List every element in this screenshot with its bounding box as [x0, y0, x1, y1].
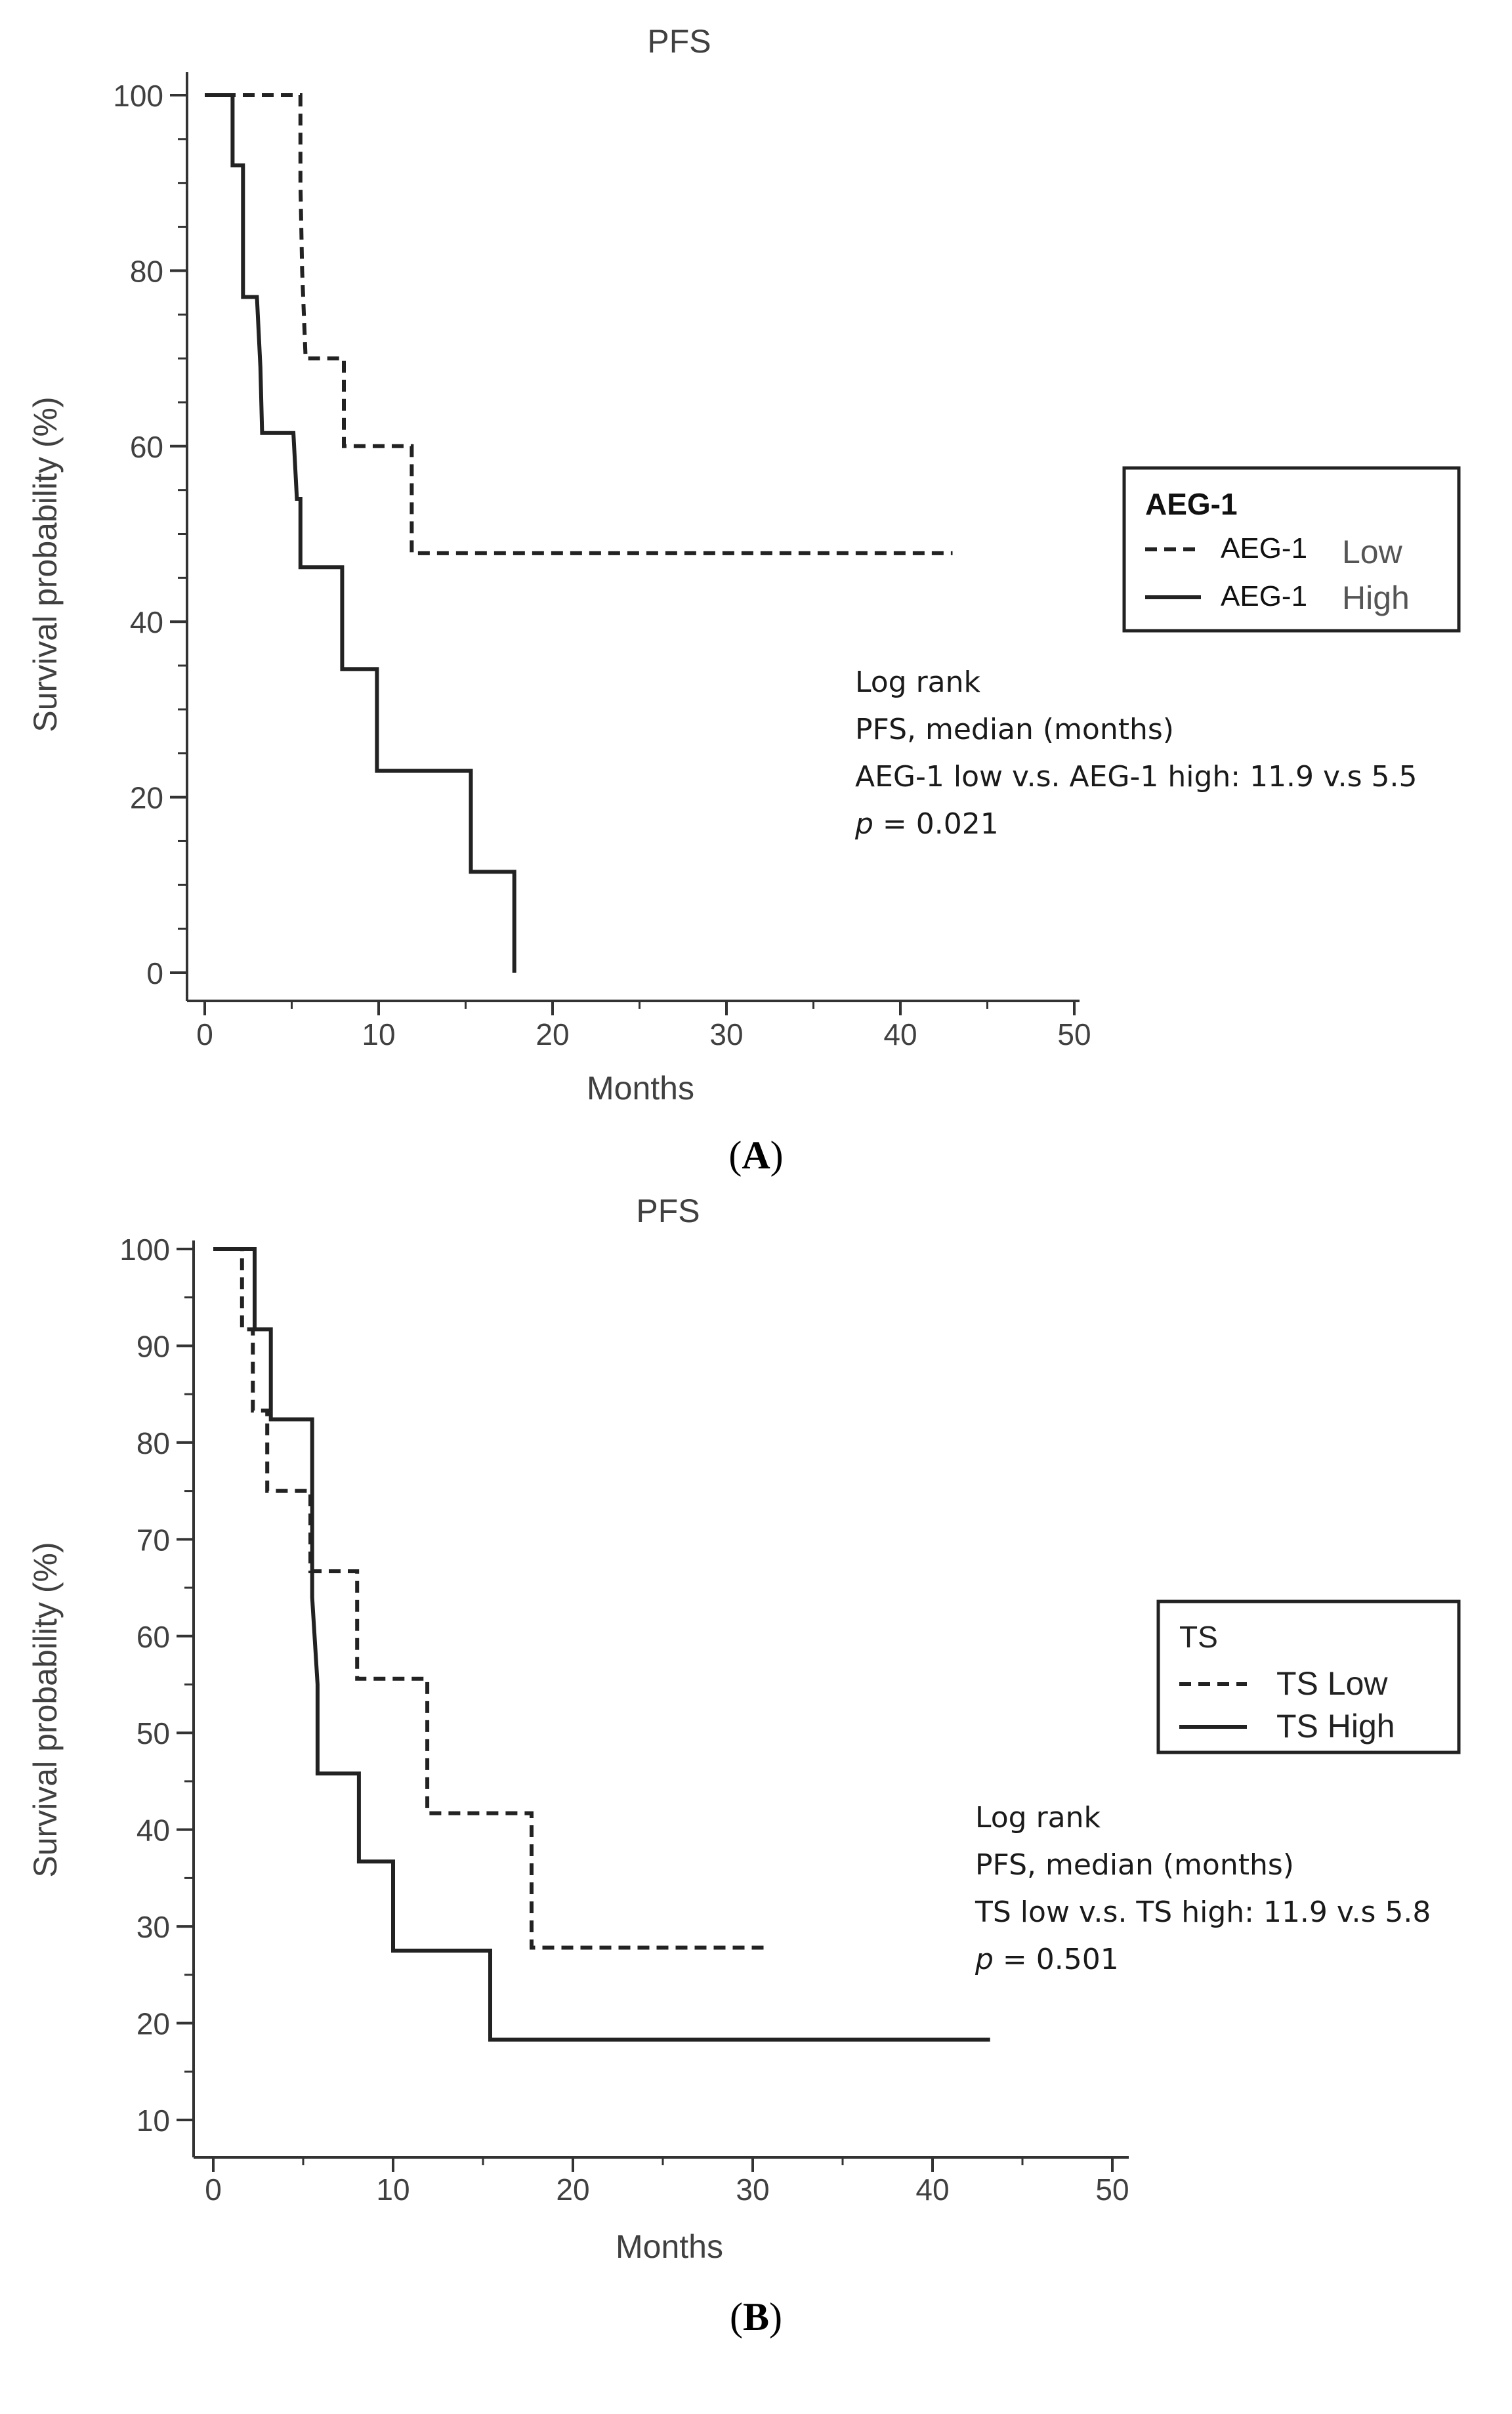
panel-a-x-axis-label: Months: [587, 1070, 694, 1107]
x-tick-label: 30: [709, 1017, 743, 1051]
panel-a-series: [205, 93, 953, 973]
y-tick-label: 100: [119, 1233, 170, 1267]
x-tick-label: 30: [736, 2172, 769, 2207]
y-tick-label: 10: [136, 2104, 170, 2138]
panel-a-p-value: = 0.021: [873, 807, 999, 841]
panel-b-y-axis-label: Survival probability (%): [27, 1542, 64, 1877]
panel-a-caption-letter: A: [742, 1133, 770, 1177]
series-aeg-1-low-line: [205, 93, 953, 555]
panel-a-legend-high-prefix: AEG-1: [1221, 580, 1307, 612]
x-tick-label: 0: [205, 2172, 222, 2207]
y-tick-label: 70: [136, 1523, 170, 1557]
x-tick-label: 50: [1057, 1017, 1091, 1051]
panel-a-annotation-line2: PFS, median (months): [855, 713, 1174, 746]
panel-b-legend-low-label: TS Low: [1276, 1665, 1388, 1702]
panel-b-chart: PFS Survival probability (%) Months 10 20…: [27, 1193, 1461, 2339]
panel-b-axes: [192, 1240, 1129, 2159]
panel-b-p-label: p: [975, 1943, 994, 1976]
panel-a-annotation-line3: AEG-1 low v.s. AEG-1 high: 11.9 v.s 5.5: [855, 760, 1418, 794]
x-tick-label: 20: [556, 2172, 589, 2207]
panel-a-x-ticks: 0 10 20 30 40 50: [196, 1001, 1091, 1051]
panel-b-x-ticks: 0 10 20 30 40 50: [205, 2157, 1129, 2207]
y-tick-label: 100: [113, 79, 163, 113]
y-tick-label: 80: [130, 254, 163, 288]
y-tick-label: 60: [136, 1620, 170, 1654]
panel-a-legend-title: AEG-1: [1145, 487, 1238, 521]
series-ts-low-line: [213, 1247, 771, 1950]
panel-a-y-axis-label: Survival probability (%): [27, 396, 64, 732]
panel-b-title: PFS: [636, 1193, 700, 1229]
y-tick-label: 50: [136, 1716, 170, 1750]
series-aeg-1-high-line: [205, 93, 516, 973]
y-tick-label: 0: [146, 956, 163, 990]
y-tick-label: 30: [136, 1910, 170, 1944]
panel-b-x-axis-label: Months: [616, 2228, 723, 2265]
x-tick-label: 40: [883, 1017, 917, 1051]
panel-b-caption: (B): [730, 2295, 782, 2339]
panel-a-caption: (A): [728, 1133, 783, 1177]
panel-a-annotation: Log rank PFS, median (months) AEG-1 low …: [854, 666, 1418, 841]
x-tick-label: 50: [1095, 2172, 1129, 2207]
panel-a-chart: PFS Survival probability (%) Months 0 20 4…: [27, 23, 1461, 1177]
y-tick-label: 60: [130, 430, 163, 464]
panel-a-annotation-line1: Log rank: [855, 666, 981, 699]
panel-b-annotation-line1: Log rank: [975, 1801, 1101, 1834]
panel-b-legend-high-label: TS High: [1276, 1708, 1395, 1745]
panel-a-legend: AEG-1 AEG-1 Low AEG-1 High: [1122, 466, 1461, 633]
panel-b-y-ticks: 10 20 30 40 50 60 70 80 90 100: [119, 1233, 194, 2138]
y-tick-label: 40: [136, 1813, 170, 1848]
x-tick-label: 10: [376, 2172, 410, 2207]
panel-a-y-ticks: 0 20 40 60 80 100: [113, 79, 187, 990]
panel-b-annotation-line3: TS low v.s. TS high: 11.9 v.s 5.8: [975, 1895, 1431, 1929]
panel-b-p-value: = 0.501: [994, 1943, 1119, 1976]
series-ts-high-line: [213, 1247, 990, 2042]
x-tick-label: 0: [196, 1017, 213, 1051]
x-tick-label: 10: [362, 1017, 395, 1051]
x-tick-label: 40: [915, 2172, 949, 2207]
panel-b-annotation-line2: PFS, median (months): [975, 1848, 1294, 1882]
panel-a-legend-low-label: Low: [1342, 534, 1403, 570]
panel-a-p-label: p: [854, 807, 873, 841]
panel-b-annotation-pvalue: p = 0.501: [975, 1943, 1119, 1976]
y-tick-label: 40: [130, 605, 163, 639]
x-tick-label: 20: [536, 1017, 569, 1051]
panel-a-title: PFS: [647, 23, 711, 60]
panel-b-caption-letter: B: [743, 2295, 769, 2339]
y-tick-label: 80: [136, 1426, 170, 1460]
panel-a-axes: [186, 72, 1080, 1002]
panel-a-legend-high-label: High: [1342, 580, 1410, 616]
panel-a-annotation-pvalue: p = 0.021: [854, 807, 999, 841]
panel-b-legend-title: TS: [1179, 1620, 1218, 1654]
panel-b-legend: TS TS Low TS High: [1156, 1599, 1461, 1754]
panel-b-annotation: Log rank PFS, median (months) TS low v.s…: [975, 1801, 1431, 1976]
y-tick-label: 90: [136, 1329, 170, 1363]
panel-b-series: [213, 1247, 990, 2042]
panel-a-legend-low-prefix: AEG-1: [1221, 532, 1307, 564]
y-tick-label: 20: [136, 2007, 170, 2041]
panel-a-legend-box: [1122, 466, 1461, 633]
y-tick-label: 20: [130, 781, 163, 815]
